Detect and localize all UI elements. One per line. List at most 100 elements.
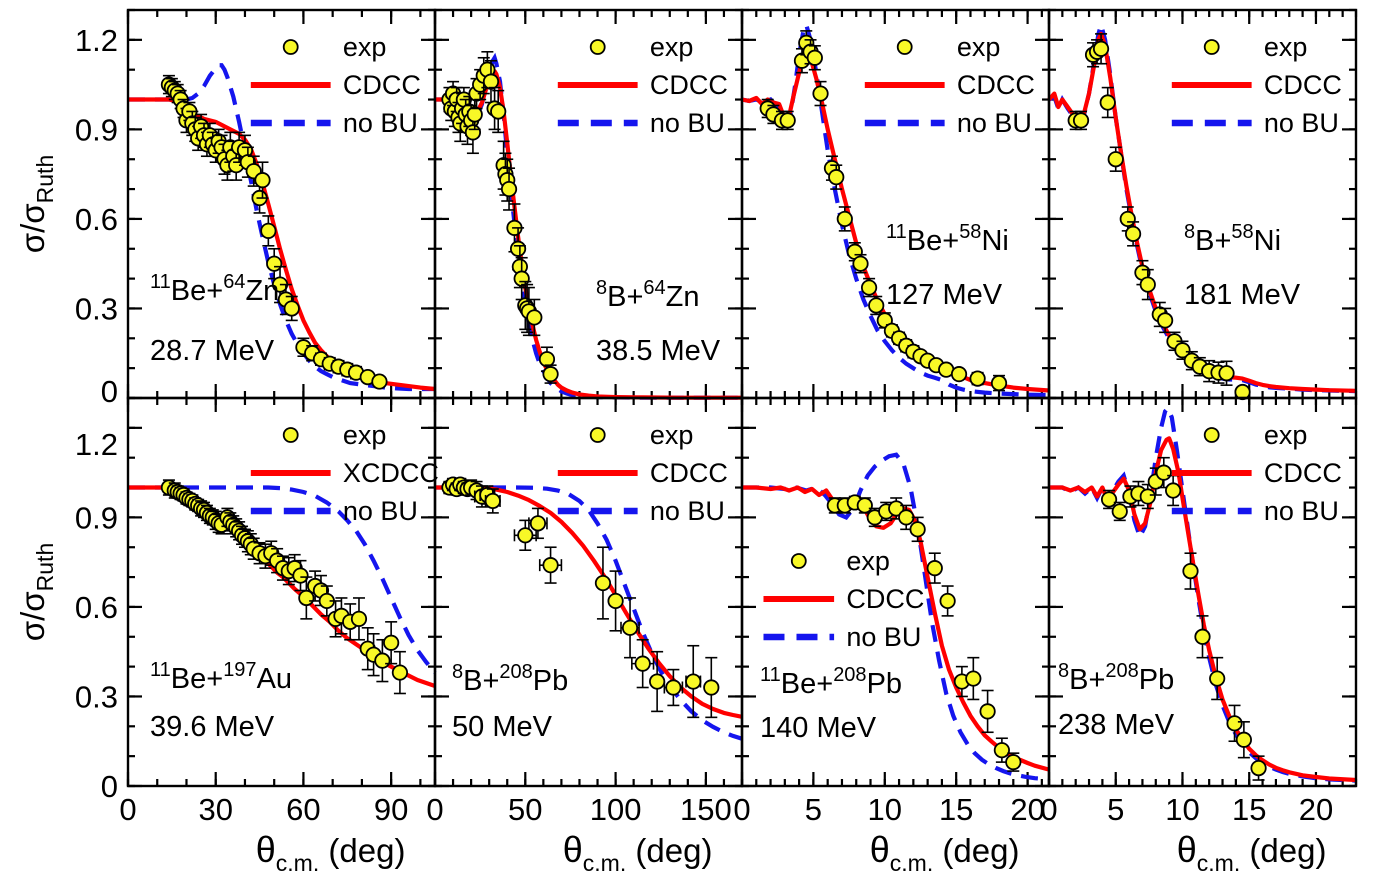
legend-item-cdcc: CDCC	[557, 458, 728, 488]
x-tick-label: 15	[939, 792, 973, 827]
legend: exp CDCC no BU	[763, 546, 924, 652]
reaction-label: 11Be+208Pb	[760, 664, 902, 700]
exp-point	[939, 592, 956, 610]
exp-points	[160, 479, 409, 695]
exp-point	[526, 309, 543, 326]
deg-unit: (deg)	[933, 832, 1019, 869]
exp-marker-sample	[589, 427, 606, 443]
y-tick-label: 0.6	[75, 590, 118, 625]
legend-label: no BU	[343, 108, 418, 138]
exp-point	[1235, 731, 1252, 748]
x-tick-label: 5	[1107, 792, 1124, 827]
exp-point	[1165, 482, 1182, 499]
legend-item-exp: exp	[282, 420, 386, 450]
ruth-subscript: Ruth	[32, 543, 58, 592]
exp-point	[1234, 383, 1251, 401]
y-axis-title: σ/σRuth	[14, 543, 58, 642]
exp-point	[665, 679, 682, 696]
exp-point	[529, 515, 547, 532]
legend-label: CDCC	[957, 70, 1035, 100]
mass-superscript: 11	[760, 664, 781, 686]
legend: exp XCDCC no BU	[250, 420, 439, 526]
exp-point	[621, 619, 639, 636]
exp-point	[1139, 488, 1156, 505]
no-bu-curve	[742, 452, 1050, 782]
x-tick-label: 20	[1299, 792, 1333, 827]
legend-item-no-bu: no BU	[250, 496, 418, 526]
y-axis-title: σ/σRuth	[14, 155, 58, 254]
mass-superscript: 11	[150, 271, 171, 293]
y-tick-label: 0.9	[75, 112, 118, 147]
legend-item-no-bu: no BU	[864, 108, 1032, 138]
exp-marker-sample	[282, 39, 299, 55]
y-tick-label: 0.9	[75, 500, 118, 535]
exp-point	[594, 574, 612, 592]
ruth-subscript: Ruth	[32, 155, 58, 204]
element-symbol: B+	[463, 665, 499, 697]
energy-label: 140 MeV	[760, 712, 877, 744]
exp-points	[826, 494, 1022, 772]
x-tick-label: 90	[374, 792, 408, 827]
exp-point	[1218, 365, 1235, 382]
exp-point	[1092, 40, 1110, 57]
legend-label: XCDCC	[343, 458, 439, 488]
element-symbol: B+	[1069, 664, 1105, 696]
exp-point	[685, 673, 702, 690]
exp-point	[383, 634, 400, 651]
legend-item-exp: exp	[790, 546, 890, 576]
element-symbol: B+	[1195, 225, 1231, 257]
legend: exp CDCC no BU	[1171, 32, 1342, 138]
exp-point	[1111, 503, 1128, 520]
exp-point	[852, 255, 869, 272]
legend: exp CDCC no BU	[1171, 420, 1342, 526]
exp-point	[1194, 628, 1211, 645]
element-symbol: Be+	[907, 225, 959, 257]
legend-label: no BU	[1264, 496, 1339, 526]
x-tick-label: 15	[1232, 792, 1266, 827]
legend: exp CDCC no BU	[250, 32, 421, 138]
legend-item-exp: exp	[589, 420, 693, 450]
exp-point	[482, 73, 500, 90]
reaction-label: 11Be+58Ni	[886, 221, 1009, 257]
x-axis-title: θc.m. (deg)	[1177, 829, 1327, 876]
exp-point	[466, 106, 483, 123]
exp-point	[292, 567, 309, 584]
y-tick-label: 1.2	[75, 427, 118, 462]
exp-point	[898, 509, 915, 526]
energy-label: 181 MeV	[1184, 279, 1301, 311]
exp-point	[1157, 312, 1174, 329]
exp-point	[779, 112, 796, 129]
x-tick-label: 10	[1165, 792, 1199, 827]
legend-label: exp	[650, 32, 694, 62]
y-tick-label: 0	[101, 374, 118, 409]
exp-point	[965, 670, 982, 687]
exp-points	[160, 74, 388, 390]
y-tick-label: 0.6	[75, 202, 118, 237]
y-tick-label: 0	[101, 769, 118, 804]
element-symbol: Ni	[1254, 225, 1281, 257]
deg-unit: (deg)	[626, 832, 712, 869]
legend-item-no-bu: no BU	[1171, 108, 1339, 138]
legend-label: CDCC	[650, 70, 728, 100]
y-tick-label: 0.3	[75, 679, 118, 714]
legend-item-cdcc: CDCC	[864, 70, 1035, 100]
energy-label: 50 MeV	[452, 711, 553, 743]
x-tick-label: 0	[119, 792, 136, 827]
mass-superscript: 208	[499, 661, 532, 683]
theta-symbol: θ	[563, 829, 583, 870]
theta-subscript: c.m.	[1197, 850, 1240, 876]
exp-point	[1155, 464, 1172, 481]
reaction-label: 8B+208Pb	[452, 661, 568, 697]
exp-point	[542, 366, 559, 383]
legend-label: exp	[1264, 32, 1308, 62]
legend-item-no-bu: no BU	[763, 622, 921, 652]
x-tick-label: 30	[198, 792, 232, 827]
exp-point	[490, 103, 507, 120]
element-symbol: Pb	[1139, 664, 1174, 696]
legend-label: exp	[1264, 420, 1308, 450]
legend-label: exp	[343, 32, 387, 62]
legend-label: no BU	[650, 108, 725, 138]
